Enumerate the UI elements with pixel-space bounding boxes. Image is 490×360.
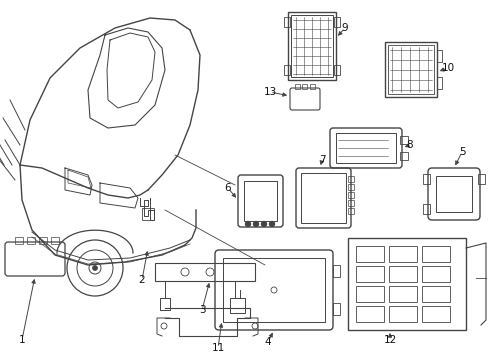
Bar — [348, 238, 466, 330]
Circle shape — [93, 266, 98, 270]
Bar — [288, 12, 336, 80]
Bar — [284, 65, 290, 75]
Circle shape — [262, 221, 267, 226]
Bar — [333, 265, 340, 277]
Text: 2: 2 — [139, 275, 146, 285]
Text: 3: 3 — [198, 305, 205, 315]
Bar — [301, 173, 346, 223]
Text: 13: 13 — [264, 87, 277, 97]
Bar — [310, 84, 315, 89]
Text: 10: 10 — [441, 63, 455, 73]
Bar — [295, 84, 300, 89]
Bar — [422, 246, 450, 262]
Bar — [39, 237, 47, 244]
Bar — [142, 208, 154, 220]
Bar — [356, 286, 384, 302]
Bar — [291, 15, 333, 77]
Bar — [302, 84, 307, 89]
Bar — [223, 258, 325, 322]
Bar — [389, 306, 417, 322]
Text: 6: 6 — [225, 183, 231, 193]
Circle shape — [253, 221, 259, 226]
Bar — [284, 17, 290, 27]
Bar — [334, 65, 340, 75]
Bar — [356, 266, 384, 282]
Bar — [437, 50, 442, 62]
Bar — [244, 181, 277, 221]
Bar — [348, 200, 354, 206]
Bar — [27, 237, 35, 244]
Bar — [400, 152, 408, 160]
Text: 4: 4 — [265, 337, 271, 347]
Text: 5: 5 — [459, 147, 466, 157]
Bar — [423, 174, 430, 184]
Bar — [385, 42, 437, 97]
Bar — [389, 286, 417, 302]
Circle shape — [245, 221, 250, 226]
Bar — [348, 184, 354, 190]
Bar — [15, 237, 23, 244]
Bar — [348, 192, 354, 198]
Bar — [422, 306, 450, 322]
Text: 12: 12 — [383, 335, 396, 345]
Text: 1: 1 — [19, 335, 25, 345]
Bar — [334, 17, 340, 27]
Text: 8: 8 — [407, 140, 413, 150]
Bar — [400, 136, 408, 144]
Bar — [478, 174, 485, 184]
Text: 7: 7 — [318, 155, 325, 165]
Bar — [423, 204, 430, 214]
Bar — [155, 263, 255, 281]
Bar — [356, 306, 384, 322]
Bar — [389, 266, 417, 282]
Bar — [51, 237, 59, 244]
Bar — [437, 77, 442, 89]
Bar — [422, 286, 450, 302]
Bar — [348, 176, 354, 182]
Bar — [436, 176, 472, 212]
Text: 9: 9 — [342, 23, 348, 33]
Bar — [336, 133, 396, 163]
Bar — [388, 45, 434, 94]
Bar — [333, 303, 340, 315]
Bar — [422, 266, 450, 282]
Circle shape — [270, 221, 274, 226]
Bar — [389, 246, 417, 262]
Text: 11: 11 — [211, 343, 224, 353]
Bar — [348, 208, 354, 214]
Bar — [356, 246, 384, 262]
